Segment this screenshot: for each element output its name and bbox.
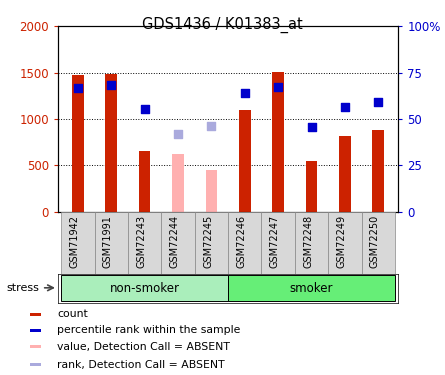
Text: rank, Detection Call = ABSENT: rank, Detection Call = ABSENT [57,360,225,370]
Point [308,124,315,130]
Bar [72,75,84,212]
Bar [328,212,362,274]
Text: GSM71942: GSM71942 [69,215,80,268]
Text: GSM72247: GSM72247 [270,215,280,268]
Point [241,90,248,96]
Text: GSM72250: GSM72250 [370,215,380,268]
Text: GSM72244: GSM72244 [170,215,180,268]
Point [375,99,382,105]
Point [108,82,115,88]
Text: smoker: smoker [290,282,333,295]
Bar [306,161,317,212]
Bar [372,130,384,212]
Point [341,104,348,110]
Bar [30,345,41,348]
Bar [30,328,41,332]
Text: GSM72245: GSM72245 [203,215,213,268]
Text: GSM72248: GSM72248 [303,215,313,268]
Point [174,131,182,137]
Bar [239,110,251,212]
Bar [61,275,228,301]
Text: value, Detection Call = ABSENT: value, Detection Call = ABSENT [57,342,230,352]
Bar [228,212,262,274]
Point [208,123,215,129]
Text: GSM72249: GSM72249 [336,215,347,268]
Bar [206,170,217,212]
Text: GSM72243: GSM72243 [136,215,146,268]
Text: GSM71991: GSM71991 [103,215,113,268]
Bar [128,212,162,274]
Bar [162,212,195,274]
Point [141,106,148,112]
Text: non-smoker: non-smoker [109,282,180,295]
Point [74,84,81,90]
Text: stress: stress [7,283,40,293]
Bar [272,72,284,212]
Text: percentile rank within the sample: percentile rank within the sample [57,325,240,335]
Bar [61,212,95,274]
Bar [95,212,128,274]
Bar [228,275,395,301]
Bar [362,212,395,274]
Bar [195,212,228,274]
Bar [139,151,150,212]
Bar [339,136,351,212]
Text: count: count [57,309,88,319]
Text: GSM72246: GSM72246 [236,215,247,268]
Point [275,84,282,90]
Bar [262,212,295,274]
Bar [172,154,184,212]
Bar [105,74,117,212]
Bar [30,313,41,316]
Text: GDS1436 / K01383_at: GDS1436 / K01383_at [142,17,303,33]
Bar [295,212,328,274]
Bar [30,363,41,366]
